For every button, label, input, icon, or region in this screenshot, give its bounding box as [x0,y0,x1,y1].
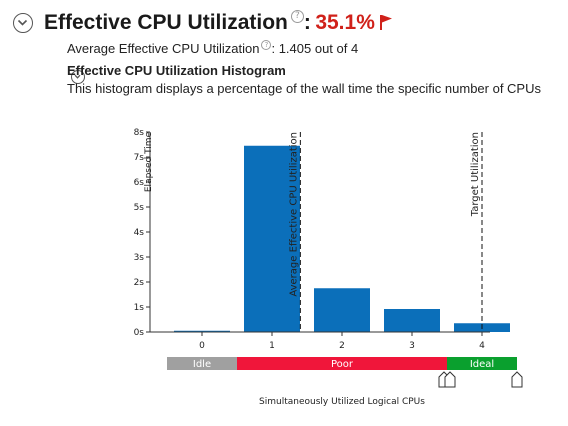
utilization-band-label: Poor [331,359,354,370]
x-tick-label: 4 [479,341,485,351]
histogram-bar [314,288,370,332]
cpu-utilization-value: 35.1% [315,11,375,34]
flag-icon [380,15,393,30]
utilization-band [447,357,517,370]
utilization-band-label: Ideal [470,359,494,370]
x-axis-title: Simultaneously Utilized Logical CPUs [259,397,425,407]
histogram-bar [384,309,440,332]
x-tick-label: 2 [339,341,345,351]
y-tick-label: 5s [134,203,145,213]
average-utilization-label: Average Effective CPU Utilization [67,41,260,56]
utilization-band-label: Idle [193,359,211,370]
y-tick-label: 4s [134,228,145,238]
utilization-band [237,357,447,370]
title-colon: : [303,11,311,34]
y-axis-title: Elapsed Time [144,131,154,192]
reference-line-label: Target Utilization [470,132,481,217]
threshold-handle-right[interactable] [444,371,456,388]
threshold-handle-max[interactable] [511,371,523,388]
x-tick-label: 3 [409,341,415,351]
histogram-bar [244,145,300,332]
average-utilization-colon: : [271,41,276,56]
y-tick-label: 7s [134,153,145,163]
reference-line-label: Average Effective CPU Utilization [288,132,299,297]
page-title: Effective CPU Utilization [44,11,288,34]
histogram-title: Effective CPU Utilization Histogram [67,63,286,78]
average-utilization-value: 1.405 out of 4 [278,41,359,56]
y-tick-label: 3s [134,253,145,263]
y-tick-label: 0s [134,328,145,338]
y-tick-label: 2s [134,278,145,288]
y-tick-label: 1s [134,303,145,313]
page-title-row: Effective CPU Utilization?: 35.1% [44,10,393,38]
y-tick-label: 8s [134,128,145,138]
x-tick-label: 1 [269,341,275,351]
x-tick-label: 0 [199,341,205,351]
collapse-histogram-icon[interactable] [71,70,86,84]
collapse-section-icon[interactable] [13,13,33,33]
utilization-band [167,357,237,370]
y-tick-label: 6s [134,178,145,188]
help-icon[interactable]: ? [290,10,304,23]
help-icon[interactable]: ? [261,40,272,50]
average-utilization-row: Average Effective CPU Utilization?: 1.40… [67,40,358,58]
histogram-description: This histogram displays a percentage of … [67,81,541,96]
